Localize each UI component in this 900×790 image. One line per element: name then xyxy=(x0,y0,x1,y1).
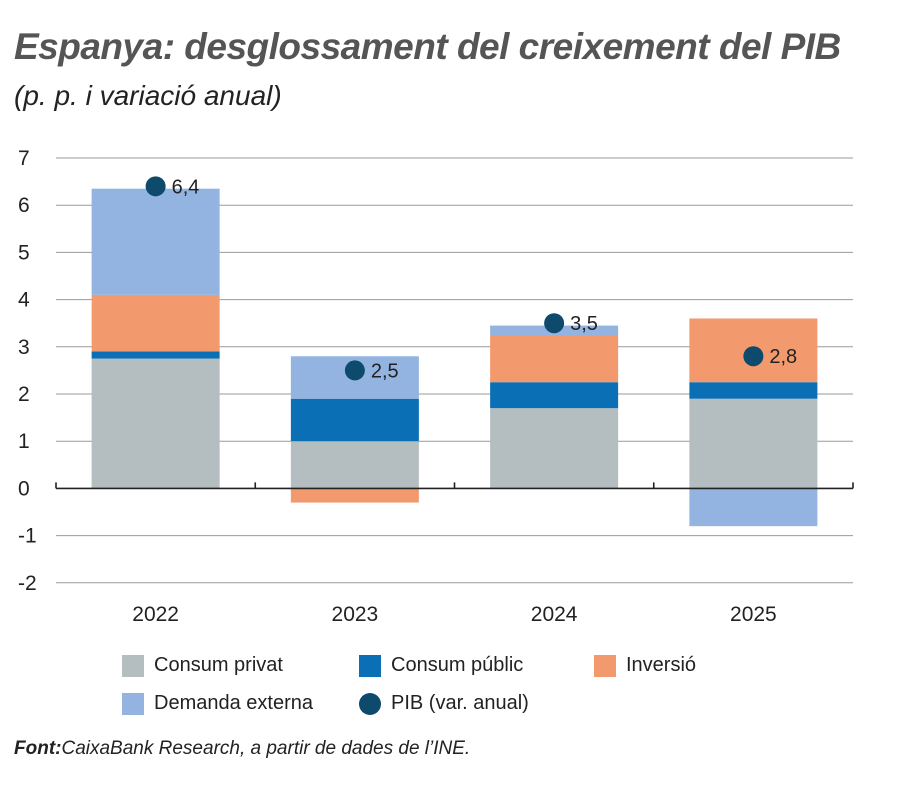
pib-point xyxy=(344,360,365,381)
y-tick-label: 2 xyxy=(18,383,30,406)
bar-segment xyxy=(490,335,619,383)
legend-swatch-consum-privat xyxy=(122,654,144,677)
legend-item-pib: PIB (var. anual) xyxy=(359,692,529,715)
bar-segment xyxy=(689,398,818,489)
pib-point xyxy=(544,313,565,334)
source-label: Font: xyxy=(14,738,62,759)
y-tick-label: 7 xyxy=(18,147,30,170)
legend-swatch-inversio xyxy=(594,654,616,677)
chart-title: Espanya: desglossament del creixement de… xyxy=(14,26,841,67)
x-tick-label: 2022 xyxy=(132,603,179,626)
legend-label-consum-public: Consum públic xyxy=(391,654,524,676)
y-tick-label: -1 xyxy=(18,525,37,548)
y-tick-label: 6 xyxy=(18,194,30,217)
legend-label-demanda-externa: Demanda externa xyxy=(154,692,313,714)
bar-segment xyxy=(91,188,220,295)
pib-data-label: 3,5 xyxy=(570,313,598,335)
pib-point xyxy=(743,346,764,367)
stacked-bar-chart: 7 6 5 4 3 2 1 0 -1 -2 2022 2023 2024 2025 6,4 2,5 3,5 2,8 xyxy=(18,147,854,626)
y-tick-label: 5 xyxy=(18,241,30,264)
legend-dot-pib xyxy=(359,692,381,715)
source-text: CaixaBank Research, a partir de dades de… xyxy=(61,738,471,759)
bar-segment xyxy=(490,382,619,409)
legend-label-inversio: Inversió xyxy=(626,654,697,676)
y-tick-label: 0 xyxy=(18,477,30,500)
legend-swatch-consum-public xyxy=(359,654,381,677)
source-note: Font:CaixaBank Research, a partir de dad… xyxy=(14,738,470,760)
bar-segment xyxy=(290,488,419,503)
pib-data-label: 6,4 xyxy=(172,176,200,198)
legend-item-consum-public: Consum públic xyxy=(359,654,523,677)
legend-item-inversio: Inversió xyxy=(594,654,696,677)
bar-segment xyxy=(689,382,818,399)
bar-segment xyxy=(290,398,419,442)
chart-subtitle: (p. p. i variació anual) xyxy=(14,80,282,111)
pib-point xyxy=(145,176,166,197)
y-tick-label: 3 xyxy=(18,336,30,359)
legend-swatch-demanda-externa xyxy=(122,692,144,715)
bar-segment xyxy=(490,408,619,489)
y-tick-label: 1 xyxy=(18,430,30,453)
bar-segment xyxy=(290,441,419,489)
x-tick-label: 2023 xyxy=(332,603,379,626)
bar-segment xyxy=(91,358,220,489)
bar-segment xyxy=(91,351,220,359)
legend-label-pib: PIB (var. anual) xyxy=(391,692,529,714)
y-tick-label: 4 xyxy=(18,289,30,312)
legend-label-consum-privat: Consum privat xyxy=(154,654,283,676)
pib-data-label: 2,8 xyxy=(769,346,797,368)
legend-item-demanda-externa: Demanda externa xyxy=(122,692,313,715)
y-tick-label: -2 xyxy=(18,572,37,595)
bar-segment xyxy=(91,294,220,352)
x-tick-label: 2025 xyxy=(730,603,777,626)
x-tick-label: 2024 xyxy=(531,603,578,626)
pib-data-label: 2,5 xyxy=(371,360,399,382)
chart-legend: Consum privat Consum públic Inversió Dem… xyxy=(122,650,842,730)
bar-segment xyxy=(689,488,818,527)
legend-item-consum-privat: Consum privat xyxy=(122,654,283,677)
